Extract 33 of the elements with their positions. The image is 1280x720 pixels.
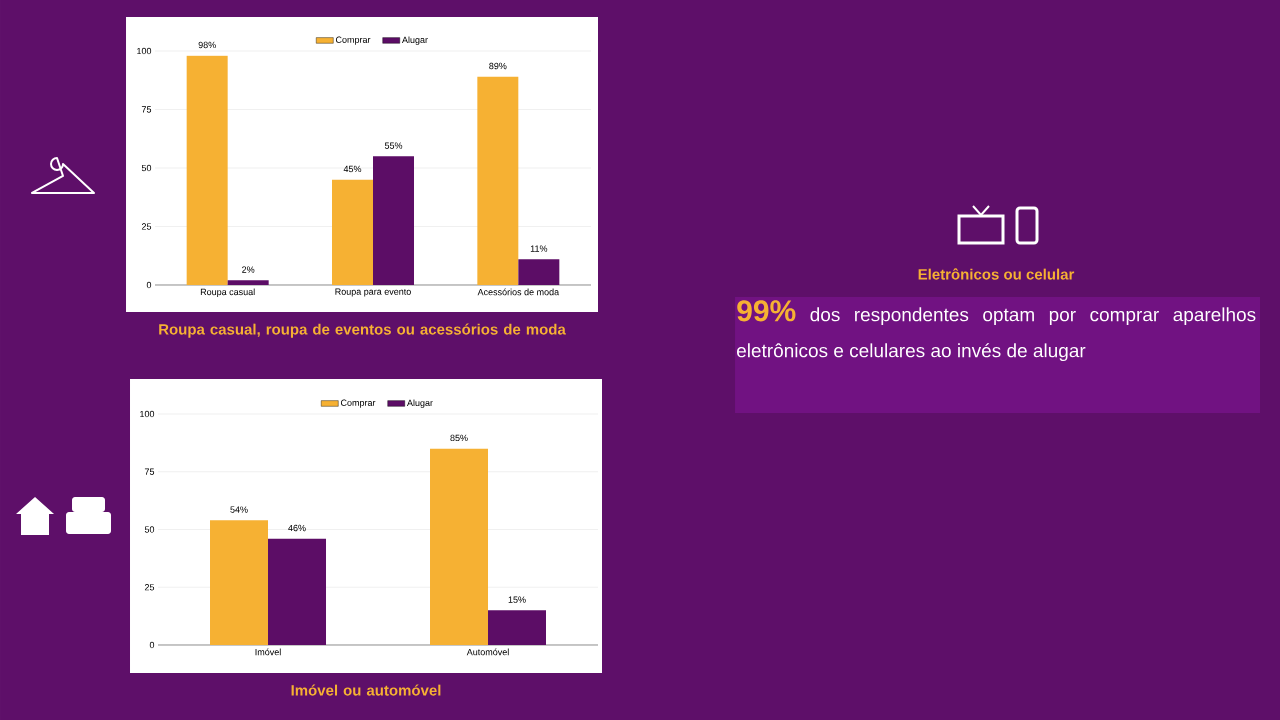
data-label: 11% (530, 245, 548, 252)
y-tick-label: 0 (146, 281, 152, 289)
y-tick-label: 75 (144, 468, 155, 475)
data-label: 46% (288, 524, 306, 532)
x-tick-label: Imóvel (255, 648, 281, 656)
y-tick-label: 25 (141, 223, 152, 230)
text: Roupa casual, roupa de eventos ou acessórios de moda (159, 323, 566, 338)
y-tick-label: 50 (141, 164, 152, 172)
text: Imóvel ou automóvel (291, 684, 441, 696)
text: 99% dos respondentes optam por comprar aparelhos eletrônicos e celulares ao invés de alugar (737, 300, 1256, 362)
y-tick-label: 75 (141, 106, 152, 113)
x-tick-label: Roupa para evento (335, 288, 411, 297)
data-label: 98% (198, 41, 216, 49)
data-label: 54% (230, 506, 248, 513)
data-label: 15% (508, 596, 526, 603)
data-label: 55% (384, 142, 403, 149)
y-tick-label: 100 (140, 410, 155, 418)
y-tick-label: 0 (149, 641, 155, 649)
x-tick-label: Roupa casual (200, 288, 255, 297)
data-label: 45% (343, 165, 362, 173)
legend-label: Alugar (406, 399, 433, 408)
text: Eletrônicos ou celular (918, 268, 1075, 280)
x-tick-label: Automóvel (466, 648, 509, 656)
data-label: 85% (450, 434, 468, 442)
legend-label: Alugar (401, 36, 428, 45)
x-tick-label: Acessórios de moda (477, 288, 560, 296)
data-label: 2% (242, 266, 255, 273)
y-tick-label: 25 (144, 584, 155, 591)
data-label: 89% (489, 62, 507, 70)
y-tick-label: 50 (144, 526, 155, 533)
legend-label: Comprar (335, 36, 371, 45)
legend-label: Comprar (340, 399, 376, 408)
y-tick-label: 100 (137, 47, 152, 55)
